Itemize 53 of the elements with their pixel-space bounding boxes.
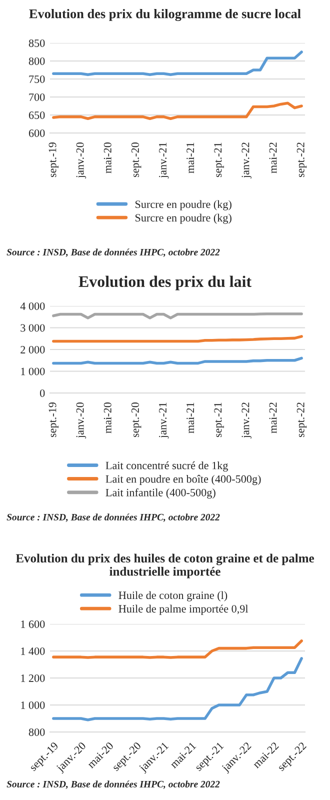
- legend-label: Surcre en poudre (kg): [135, 214, 232, 224]
- source-note: Source : INSD, Base de données IHPC, octobre 2022: [6, 248, 220, 257]
- x-tick-label: sept.-19: [48, 402, 58, 438]
- x-tick-label: sept.-22: [296, 402, 307, 438]
- y-tick-label: 1 000: [21, 701, 45, 709]
- x-tick-label: sept.-19: [48, 142, 58, 178]
- line-series: [52, 102, 303, 120]
- y-tick-label: 4 000: [20, 302, 45, 310]
- legend-label: Lait infantile (400-500g): [106, 488, 216, 499]
- line-series: [52, 50, 303, 76]
- x-tick-label: janv.-20: [76, 402, 86, 438]
- x-tick-label: janv.-22: [242, 142, 252, 178]
- y-tick-label: 850: [28, 39, 45, 47]
- chart-title: Evolution des prix du kilogramme de sucre local: [29, 8, 301, 22]
- y-tick-label: 2 000: [20, 346, 45, 354]
- y-tick-label: 1 400: [21, 647, 45, 655]
- y-tick-label: 1 600: [21, 620, 45, 628]
- y-tick-label: 0: [40, 389, 45, 397]
- x-tick-label: mai-22: [269, 402, 277, 434]
- y-tick-label: 750: [29, 75, 45, 83]
- legend-label: Huile de coton graine (l): [118, 591, 228, 602]
- y-tick-label: 800: [28, 57, 45, 65]
- x-tick-label: sept.-21: [214, 402, 224, 438]
- y-tick-label: 800: [28, 728, 45, 736]
- x-tick-label: mai-20: [104, 402, 112, 434]
- x-tick-label: sept.-20: [131, 402, 142, 438]
- x-tick-label: sept.-21: [214, 142, 224, 178]
- y-tick-label: 3 000: [20, 324, 45, 332]
- source-note: Source : INSD, Base de données IHPC, octobre 2022: [6, 514, 220, 522]
- legend-label: Lait en poudre en boîte (400-500g): [106, 474, 261, 486]
- x-tick-label: mai-21: [186, 402, 194, 434]
- y-tick-label: 1 200: [21, 674, 45, 682]
- x-tick-label: janv.-22: [242, 402, 252, 438]
- y-tick-label: 700: [29, 93, 45, 101]
- x-tick-label: mai-20: [104, 142, 112, 174]
- legend-label: Surcre en poudre (kg): [135, 200, 232, 210]
- x-tick-label: janv.-21: [159, 402, 169, 438]
- source-note: Source : INSD, Base de données IHPC, octobre 2022: [6, 780, 220, 789]
- chart-title: Evolution des prix du lait: [78, 276, 252, 290]
- line-series: [52, 639, 303, 659]
- y-tick-label: 600: [28, 129, 45, 137]
- legend-label: Huile de palme importée 0,9l: [118, 604, 248, 615]
- x-tick-label: janv.-21: [159, 142, 169, 178]
- y-tick-label: 1 000: [21, 368, 45, 376]
- x-tick-label: sept.-20: [131, 142, 142, 178]
- y-tick-label: 650: [28, 111, 45, 119]
- chart-title: Evolution du prix des huiles de coton graine et de palme industrielle importée: [16, 554, 314, 578]
- x-tick-label: janv.-20: [76, 142, 86, 178]
- x-tick-label: sept.-22: [296, 142, 307, 178]
- x-tick-label: mai-21: [186, 142, 194, 174]
- x-tick-label: mai-22: [269, 142, 277, 174]
- line-series: [52, 657, 303, 722]
- legend-label: Lait concentré sucré de 1kg: [106, 461, 228, 472]
